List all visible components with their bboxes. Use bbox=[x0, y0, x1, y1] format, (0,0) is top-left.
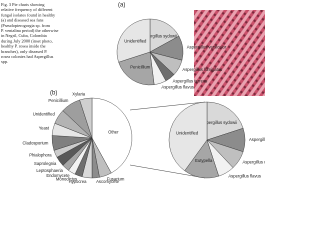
caption-line: P. ventalina period) the otherwise bbox=[1, 28, 58, 33]
slice-label: Endomycete bbox=[46, 173, 70, 178]
slice-label: Leptosphaeria bbox=[36, 168, 63, 173]
caption-line: during July 2000 (inset photo, bbox=[1, 38, 53, 44]
caption-line: (a) and diseased sea fans bbox=[1, 18, 44, 23]
page: Fig. 3 Pie charts showing relative freque… bbox=[1, 2, 265, 184]
slice-label: Penicillium bbox=[130, 64, 151, 69]
pie-slice bbox=[91, 97, 133, 174]
slice-label: Aspergillus versicolor bbox=[187, 44, 227, 49]
caption-line: in Negril, Cuba, Colombia bbox=[1, 33, 47, 39]
panel-label: (b) bbox=[50, 91, 57, 97]
caption-line: relative frequency of different bbox=[1, 7, 53, 12]
caption-line: spp. bbox=[1, 59, 8, 64]
slice-label: Aspergillus versicolor bbox=[249, 137, 265, 142]
slice-label: Cladosporium bbox=[23, 141, 49, 146]
pie-slice bbox=[118, 51, 155, 86]
slice-label: Ascomycete bbox=[96, 179, 119, 184]
slice-label: Unidentified bbox=[124, 38, 147, 43]
slice-label: Aspergillus sydowii bbox=[202, 120, 237, 125]
pie-slice bbox=[79, 97, 93, 139]
caption-line: fungal isolates found in healthy bbox=[1, 12, 56, 17]
caption-line: Fig. 3 Pie charts showing bbox=[1, 2, 45, 7]
slice-label: Fusarium bbox=[107, 177, 125, 182]
slice-label: Aspergillus ustus bbox=[242, 160, 265, 165]
caption-line: healthy P. rosea inside the bbox=[1, 44, 46, 49]
slice-label: Other bbox=[108, 130, 119, 135]
inset-photo bbox=[194, 10, 265, 96]
slice-label: Hypocrea bbox=[69, 179, 88, 184]
slice-label: Aspergillus flavus bbox=[228, 173, 261, 178]
slice-label: Aspergillus terreus bbox=[173, 78, 208, 83]
slice-label: Phialophora bbox=[29, 153, 52, 158]
connector bbox=[129, 101, 206, 111]
caption-line: branches), only diseased P. bbox=[1, 49, 47, 55]
caption-line: (Pseudopterogorgia sp. from bbox=[1, 23, 51, 28]
slice-label: Unidentified bbox=[176, 131, 199, 136]
connector bbox=[129, 164, 206, 179]
slice-label: Eutypella bbox=[195, 158, 213, 163]
slice-label: Aspergillus flavus bbox=[161, 84, 194, 89]
panel-label: (a) bbox=[118, 3, 125, 9]
slice-label: Unidentified bbox=[33, 112, 56, 117]
slice-label: Aspergillus fumigatus bbox=[182, 67, 222, 72]
pie-slice bbox=[168, 101, 208, 172]
slice-label: Yeast bbox=[39, 126, 50, 131]
pie-slice bbox=[116, 18, 151, 63]
slice-label: Xylaria bbox=[72, 92, 85, 97]
pie-slice bbox=[206, 101, 244, 141]
caption-line: rosea colonies had Aspergillus bbox=[1, 54, 54, 59]
slice-label: Aspergillus sydowii bbox=[142, 33, 177, 38]
slice-label: Monodictys bbox=[56, 177, 77, 182]
slice-label: Penicillium bbox=[48, 98, 69, 103]
slice-label: Saprolegnia bbox=[34, 161, 57, 166]
